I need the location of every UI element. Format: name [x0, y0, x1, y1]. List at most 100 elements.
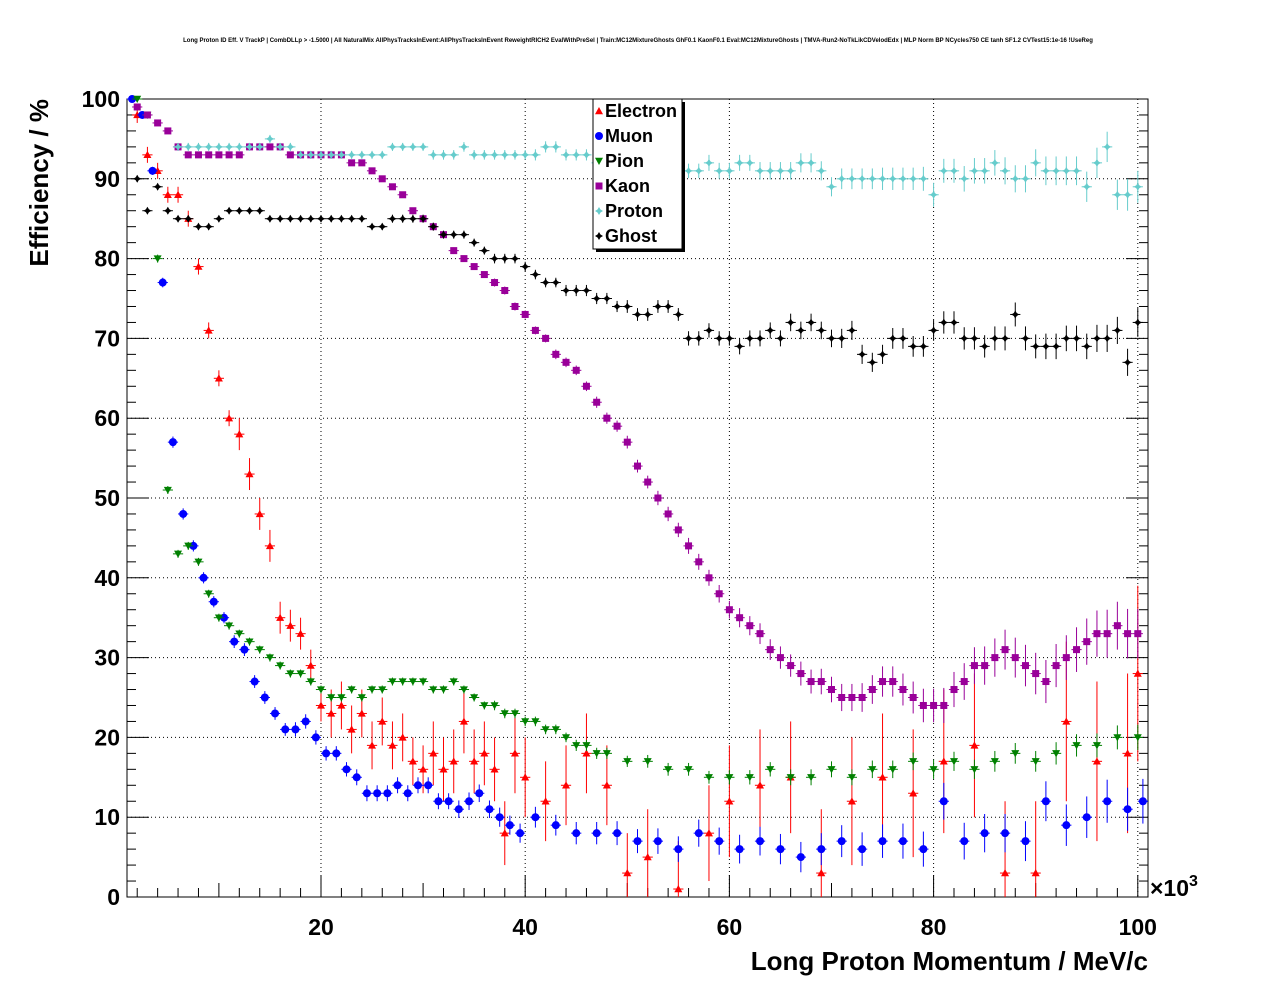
- pion-point: [510, 710, 519, 718]
- muon-point: [465, 797, 474, 806]
- ghost-point: [296, 214, 305, 223]
- electron-point: [541, 797, 550, 805]
- electron-point: [1133, 669, 1142, 677]
- muon-point: [694, 829, 703, 838]
- kaon-point: [644, 478, 652, 486]
- ghost-point: [500, 254, 509, 263]
- ghost-point: [398, 214, 407, 223]
- kaon-point: [133, 103, 141, 111]
- kaon-point: [776, 654, 784, 662]
- muon-point: [240, 645, 249, 654]
- muon-point: [939, 797, 948, 806]
- ghost-point: [1041, 342, 1050, 351]
- muon-point: [444, 797, 453, 806]
- muon-point: [1103, 797, 1112, 806]
- proton-point: [715, 166, 724, 175]
- ghost-point: [1021, 334, 1030, 343]
- kaon-point: [746, 622, 754, 630]
- ghost-point: [1103, 334, 1112, 343]
- ghost-point: [653, 302, 662, 311]
- proton-point: [357, 150, 366, 159]
- muon-point: [281, 725, 290, 734]
- ghost-point: [1082, 342, 1091, 351]
- muon-point: [505, 821, 514, 830]
- ghost-point: [204, 222, 213, 231]
- ghost-point: [470, 238, 479, 247]
- kaon-point: [368, 167, 376, 175]
- electron-point: [480, 749, 489, 757]
- ghost-point: [664, 302, 673, 311]
- ghost-point: [827, 334, 836, 343]
- pion-point: [439, 686, 448, 694]
- electron-point: [204, 326, 213, 334]
- ghost-point: [786, 318, 795, 327]
- proton-point: [1031, 158, 1040, 167]
- pion-point: [327, 694, 336, 702]
- proton-point: [562, 150, 571, 159]
- pion-point: [470, 694, 479, 702]
- kaon-point: [940, 701, 948, 709]
- muon-point: [158, 278, 167, 287]
- muon-point: [434, 797, 443, 806]
- ghost-point: [337, 214, 346, 223]
- proton-point: [929, 190, 938, 199]
- muon-point: [168, 438, 177, 447]
- muon-point: [1001, 829, 1010, 838]
- muon-point: [362, 789, 371, 798]
- ghost-point: [378, 222, 387, 231]
- ghost-point: [419, 214, 428, 223]
- proton-point: [1011, 174, 1020, 183]
- ghost-point: [1001, 334, 1010, 343]
- proton-point: [337, 150, 346, 159]
- proton-point: [868, 174, 877, 183]
- pion-point: [480, 702, 489, 710]
- electron-point: [245, 470, 254, 478]
- kaon-point: [930, 701, 938, 709]
- muon-point: [424, 781, 433, 790]
- ghost-point: [990, 334, 999, 343]
- pion-point: [725, 774, 734, 782]
- muon-point: [858, 845, 867, 854]
- muon-point: [230, 637, 239, 646]
- muon-point: [209, 597, 218, 606]
- kaon-point: [725, 606, 733, 614]
- x-axis-label: Long Proton Momentum / MeV/c: [751, 946, 1148, 976]
- electron-point: [286, 621, 295, 629]
- ghost-point: [939, 318, 948, 327]
- ghost-point: [276, 214, 285, 223]
- ghost-point: [347, 214, 356, 223]
- ghost-point: [796, 326, 805, 335]
- proton-point: [847, 174, 856, 183]
- legend-marker-pion: [595, 157, 603, 165]
- kaon-point: [991, 654, 999, 662]
- pion-point: [623, 758, 632, 766]
- chart-title: Long Proton ID Eff. V TrackP | CombDLLp …: [183, 38, 1093, 44]
- kaon-point: [542, 334, 550, 342]
- kaon-point: [378, 175, 386, 183]
- muon-point: [250, 677, 259, 686]
- ghost-point: [368, 222, 377, 231]
- kaon-point: [194, 151, 202, 159]
- ghost-point: [163, 206, 172, 215]
- proton-point: [582, 150, 591, 159]
- muon-point: [148, 166, 157, 175]
- electron-point: [174, 190, 183, 198]
- proton-point: [490, 150, 499, 159]
- proton-point: [1021, 174, 1030, 183]
- ghost-point: [919, 342, 928, 351]
- x-tick-label: 100: [1119, 914, 1157, 940]
- muon-point: [653, 837, 662, 846]
- pion-point: [592, 750, 601, 758]
- electron-point: [470, 757, 479, 765]
- muon-point: [383, 789, 392, 798]
- proton-point: [786, 166, 795, 175]
- ghost-point: [1011, 310, 1020, 319]
- pion-point: [378, 686, 387, 694]
- proton-point: [970, 166, 979, 175]
- x-axis-multiplier-exponent: 3: [1189, 873, 1198, 890]
- proton-point: [276, 142, 285, 151]
- electron-point: [214, 374, 223, 382]
- kaon-point: [511, 302, 519, 310]
- kaon-point: [460, 255, 468, 263]
- proton-point: [684, 166, 693, 175]
